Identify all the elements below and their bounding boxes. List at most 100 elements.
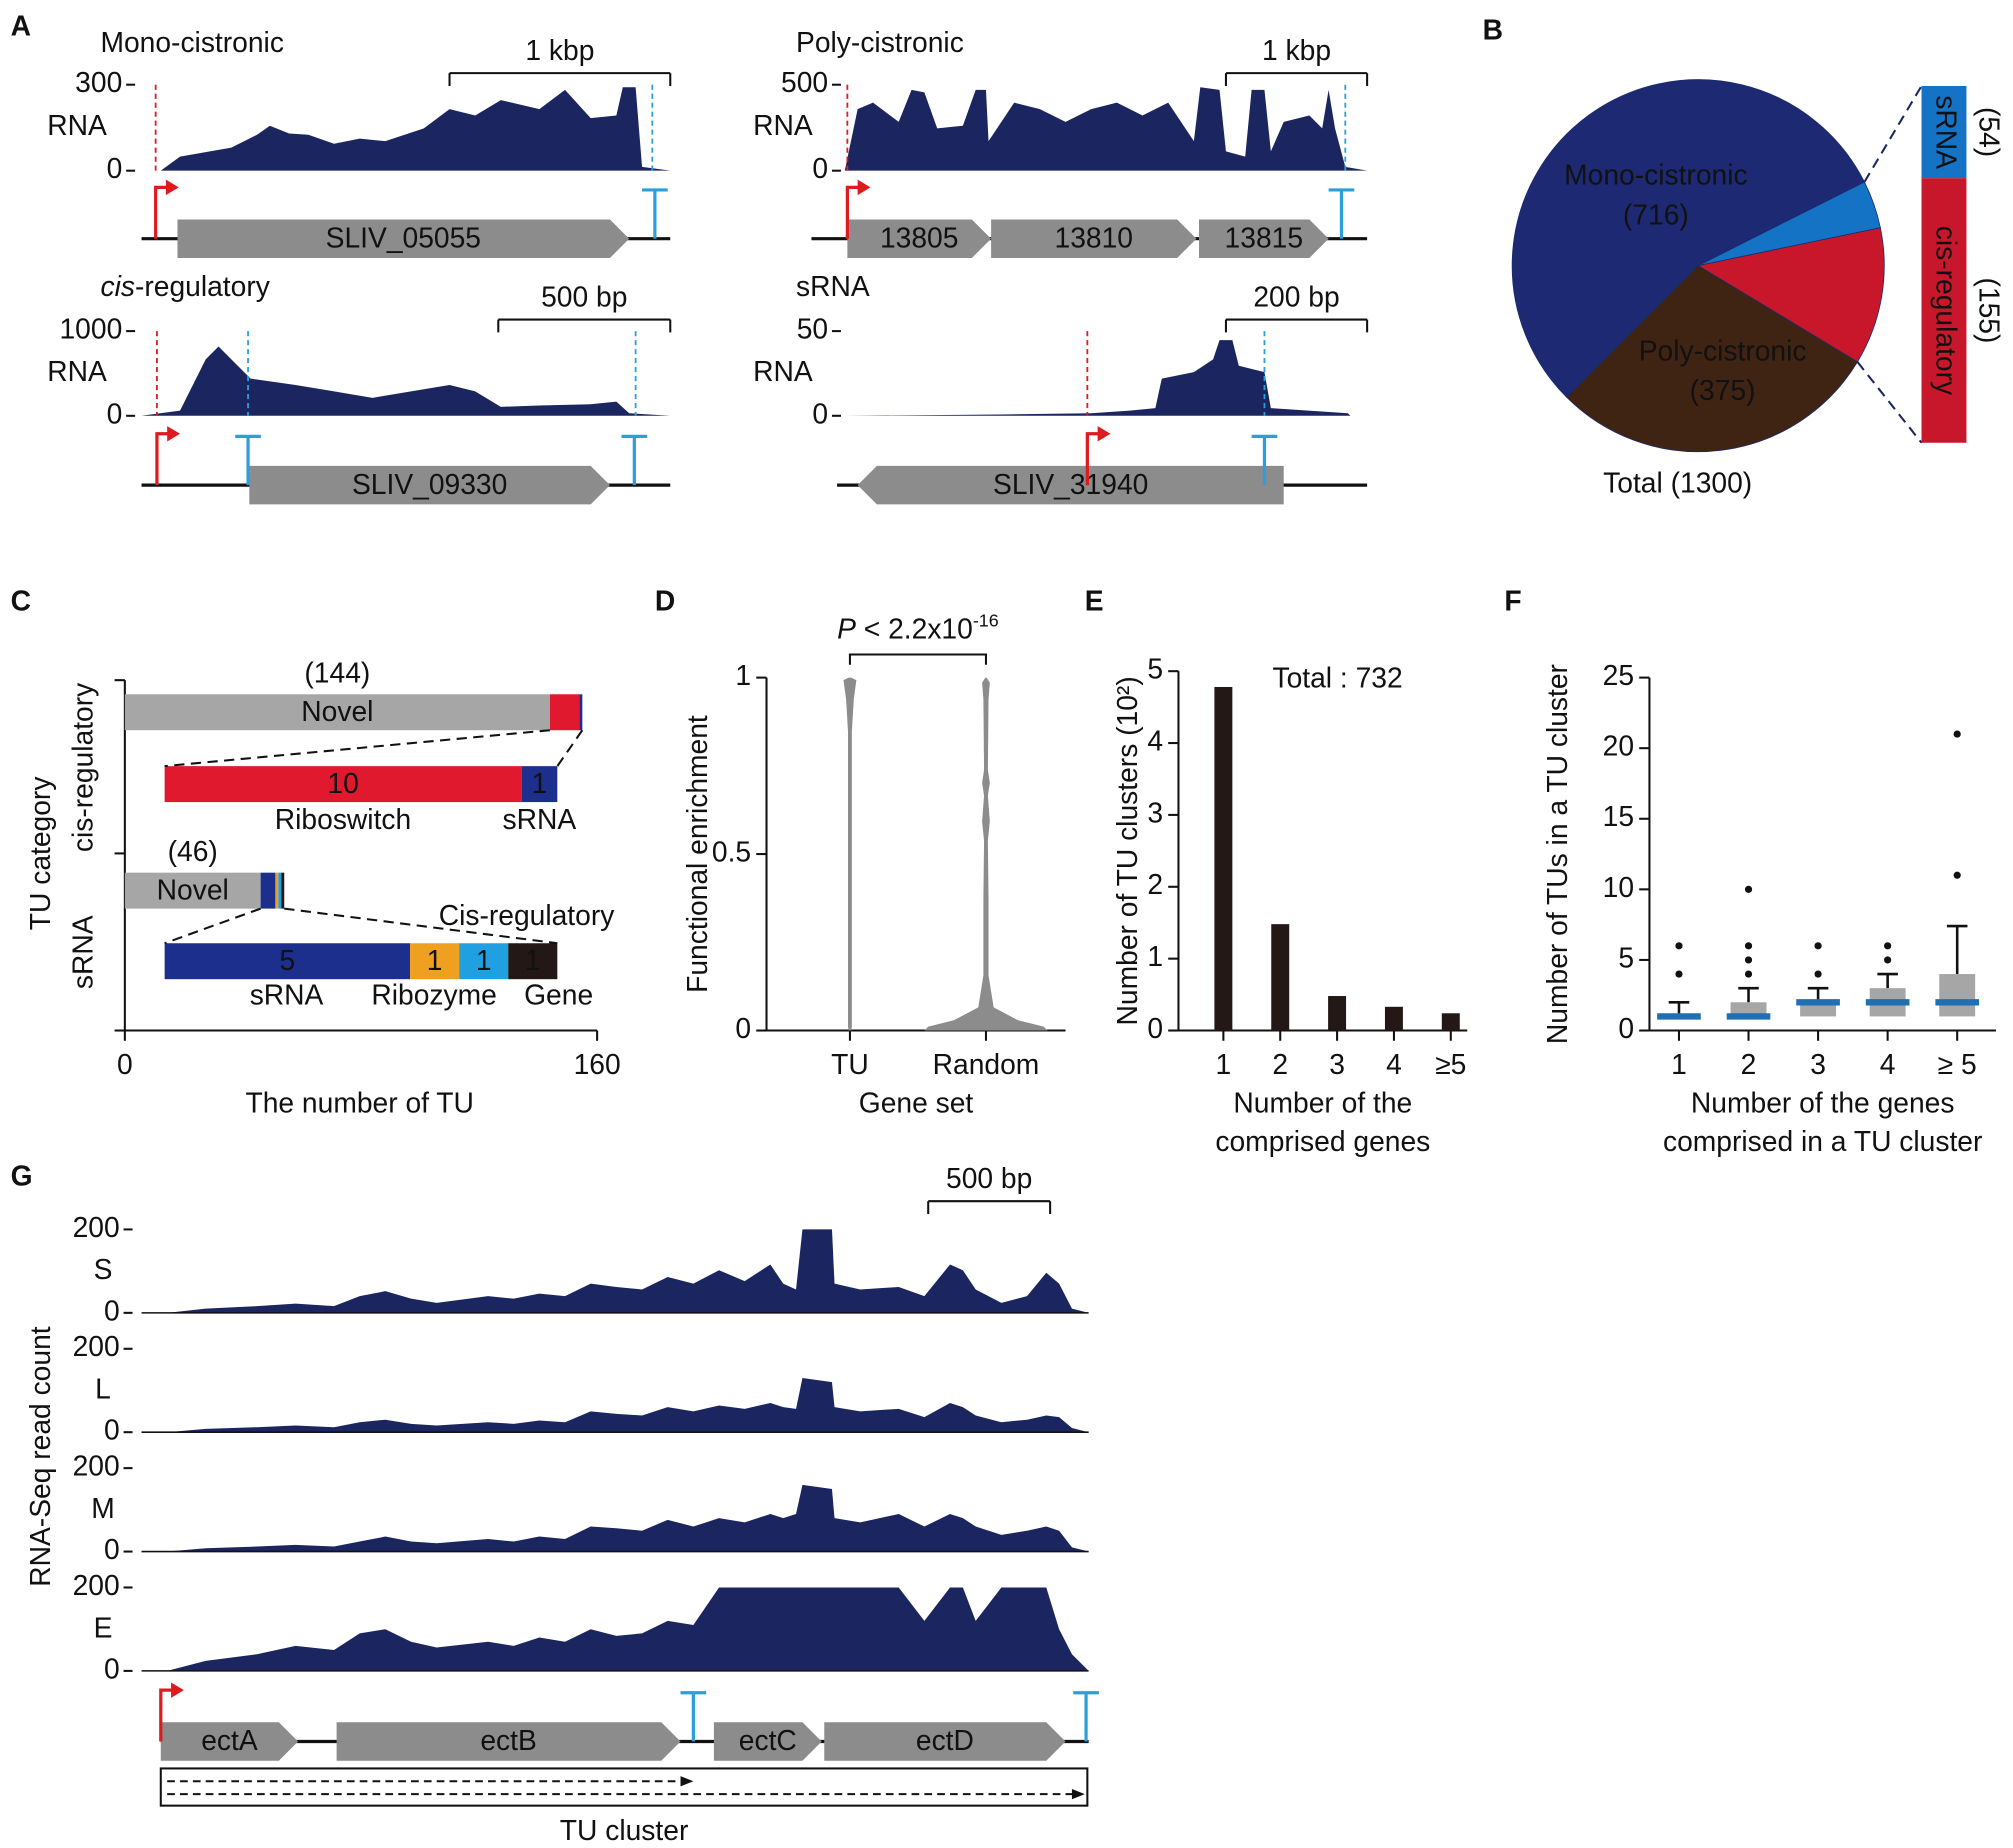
y-tick-label: 5: [1618, 941, 1634, 973]
panel-letter: F: [1504, 585, 1521, 617]
gene-label: 13805: [880, 221, 958, 253]
y-tick-label: 50: [797, 313, 828, 345]
outlier: [1953, 730, 1961, 738]
promoter: [159, 1688, 174, 1742]
breakout-value-label: (54): [1974, 107, 2006, 157]
x-tick-label: ≥5: [1435, 1048, 1466, 1080]
track-ylabel: RNA: [47, 109, 107, 141]
y-tick-label: 0: [104, 1533, 120, 1565]
y-tick-label: 0: [1147, 1012, 1163, 1044]
breakout-bar: [1921, 85, 1967, 179]
breakout-dash: [1856, 361, 1923, 444]
breakout-bar: [1921, 178, 1967, 443]
y-tick-label: 25: [1603, 659, 1634, 691]
violin: [843, 677, 857, 1031]
outlier: [1953, 871, 1961, 879]
x-tick-label: TU: [831, 1048, 869, 1080]
annotation-part: P: [837, 613, 856, 645]
x-tick-label: 3: [1329, 1048, 1345, 1080]
bar: [1384, 1006, 1403, 1031]
x-tick-label: 2: [1741, 1048, 1757, 1080]
segment-name: Riboswitch: [275, 803, 411, 835]
x-tick-label: 4: [1880, 1048, 1896, 1080]
segment-name: sRNA: [250, 979, 324, 1011]
scale-bar-label: 500 bp: [541, 280, 627, 312]
bar-segment: [579, 694, 583, 731]
promoter: [845, 185, 861, 239]
breakout-segment: [164, 943, 411, 980]
annotation-part: < 2.2x10: [856, 613, 973, 645]
y-tick-label: 200: [73, 1450, 120, 1482]
panel-letter: B: [1483, 14, 1503, 46]
gene: [847, 219, 992, 258]
coverage: [844, 340, 1351, 416]
gene: [177, 219, 630, 258]
y-tick-label: 200: [73, 1569, 120, 1601]
pie-annotation: Total (1300): [1603, 467, 1752, 499]
gene: [1199, 219, 1329, 258]
segment-value-label: 5: [280, 944, 296, 976]
panel-letter: D: [655, 585, 675, 617]
y-tick-label: 15: [1603, 800, 1634, 832]
pie-value-label: (375): [1690, 374, 1756, 406]
track-ylabel: RNA: [753, 355, 813, 387]
x-tick-label: 0: [117, 1048, 133, 1080]
y-tick-label: 500: [781, 66, 828, 98]
gene-label: SLIV_09330: [352, 468, 507, 500]
gene-label: ectA: [201, 1724, 258, 1756]
segment-name: Novel: [157, 873, 229, 905]
annotation: P < 2.2x10-16: [837, 610, 999, 645]
promoter-head: [1097, 426, 1111, 442]
outlier: [1675, 970, 1683, 978]
x-tick-label: 160: [574, 1048, 621, 1080]
coverage: [141, 1587, 1089, 1671]
outlier: [1814, 942, 1822, 950]
outlier: [1884, 942, 1892, 950]
gene: [857, 465, 1284, 505]
track-title: sRNA: [796, 270, 870, 302]
x-axis-label: Gene set: [859, 1086, 974, 1118]
breakout-segment: [410, 943, 460, 980]
segment-value-label: 1: [476, 944, 492, 976]
gene: [713, 1722, 822, 1761]
x-axis-label: Number of the genes: [1691, 1086, 1955, 1118]
gene: [160, 1722, 299, 1761]
scale-bar-label: 1 kbp: [525, 34, 594, 66]
bar: [1271, 924, 1290, 1031]
bar-segment: [124, 694, 550, 731]
coverage: [141, 1377, 1089, 1433]
pie-label: Mono-cistronic: [1564, 159, 1747, 191]
outlier: [1675, 942, 1683, 950]
promoter-head: [171, 1682, 184, 1698]
segment-value-label: 10: [327, 767, 358, 799]
y-tick-label: 0: [104, 1652, 120, 1684]
bracket: [848, 653, 987, 665]
gene: [336, 1722, 681, 1761]
y-tick-label: 0: [104, 1294, 120, 1326]
x-axis-label: The number of TU: [245, 1086, 473, 1118]
y-tick-label: 0: [107, 397, 123, 429]
panel-letter: E: [1085, 585, 1104, 617]
x-tick-label: 4: [1386, 1048, 1402, 1080]
segment-name: Gene: [524, 979, 593, 1011]
x-tick-label: 1: [1671, 1048, 1687, 1080]
x-axis-label: comprised genes: [1215, 1125, 1430, 1157]
annotation-part: -16: [973, 610, 999, 630]
segment-value-label: 1: [427, 944, 443, 976]
y-tick-label: 1: [735, 659, 751, 691]
y-tick-label: 20: [1603, 730, 1634, 762]
track-title-part: Mono-cistronic: [100, 26, 283, 58]
track-ylabel: RNA: [753, 109, 813, 141]
x-axis-label: Number of the: [1233, 1086, 1412, 1118]
promoter: [155, 432, 170, 486]
y-tick-label: 3: [1147, 796, 1163, 828]
coverage: [141, 1484, 1089, 1552]
track-title: Mono-cistronic: [100, 26, 283, 58]
x-axis-label: comprised in a TU cluster: [1663, 1125, 1982, 1157]
segment-name: Novel: [301, 695, 373, 727]
category-label: cis-regulatory: [67, 682, 99, 852]
promoter-head: [165, 179, 179, 196]
outlier: [1744, 885, 1753, 893]
bar: [1214, 686, 1233, 1031]
